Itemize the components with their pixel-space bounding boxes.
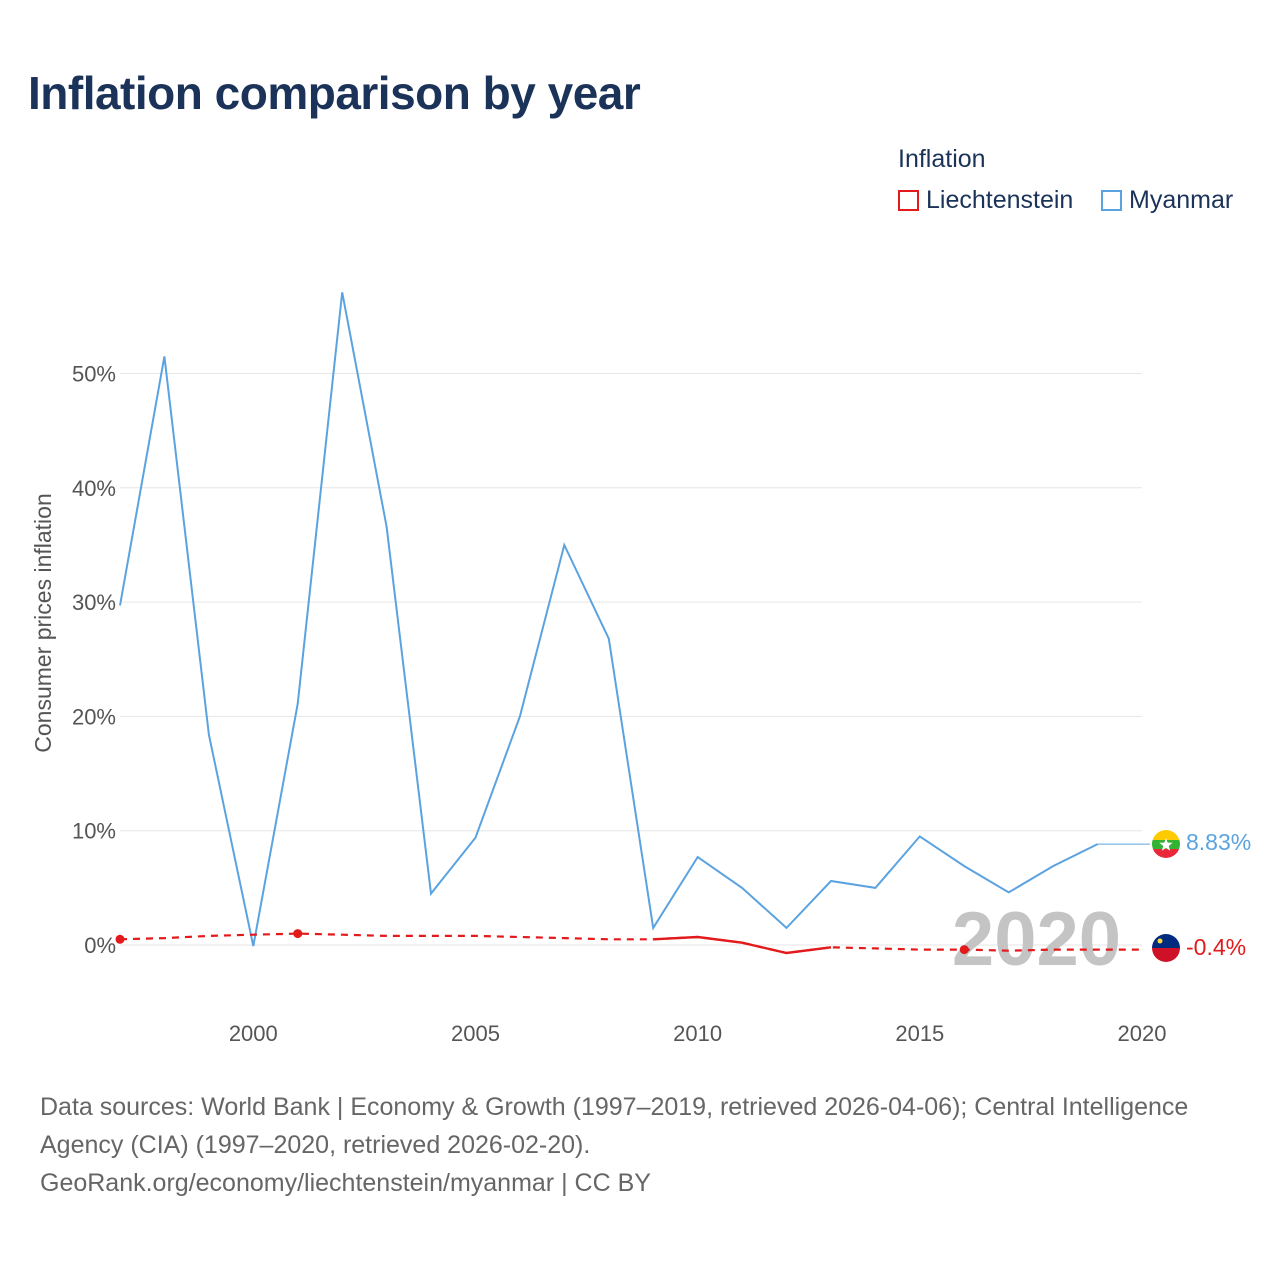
x-axis-ticks: 2000 2005 2010 2015 2020 — [229, 1021, 1167, 1046]
data-point-liechtenstein — [293, 929, 303, 939]
y-tick-label: 30% — [72, 590, 116, 615]
series-line-liechtenstein — [653, 935, 832, 955]
legend-swatch-liechtenstein — [898, 190, 919, 211]
y-axis-ticks: 0% 10% 20% 30% 40% 50% — [72, 362, 116, 959]
series-line-liechtenstein-estimated — [119, 932, 1142, 955]
source-link[interactable]: GeoRank.org/economy/liechtenstein/myanma… — [40, 1169, 651, 1197]
footer: Data sources: World Bank | Economy & Gro… — [40, 1088, 1240, 1202]
line-chart: 0% 10% 20% 30% 40% 50% 2000 2005 2010 2015 2020 C… — [30, 292, 1251, 1046]
x-tick-label: 2010 — [673, 1021, 722, 1046]
legend-label-myanmar: Myanmar — [1129, 186, 1234, 214]
end-label-liechtenstein: -0.4% — [1186, 934, 1246, 960]
legend-title: Inflation — [898, 145, 986, 173]
end-label-myanmar: 8.83% — [1186, 829, 1251, 855]
x-tick-label: 2015 — [895, 1021, 944, 1046]
x-tick-label: 2005 — [451, 1021, 500, 1046]
liechtenstein-flag-icon — [1152, 934, 1180, 962]
series-line-myanmar — [119, 292, 1099, 947]
myanmar-flag-icon — [1152, 830, 1180, 858]
data-point-liechtenstein — [959, 945, 969, 955]
y-tick-label: 20% — [72, 704, 116, 729]
current-year-watermark: 2020 — [952, 897, 1121, 982]
y-tick-label: 40% — [72, 476, 116, 501]
legend-item-myanmar[interactable]: Myanmar — [1101, 186, 1233, 215]
legend-label-liechtenstein: Liechtenstein — [926, 186, 1074, 214]
y-tick-label: 0% — [84, 933, 116, 958]
legend-item-liechtenstein[interactable]: Liechtenstein — [898, 186, 1073, 215]
data-point-liechtenstein — [115, 934, 125, 944]
data-sources: Data sources: World Bank | Economy & Gro… — [40, 1093, 1189, 1159]
series-lines — [115, 292, 1150, 955]
legend-swatch-myanmar — [1101, 190, 1122, 211]
chart-title: Inflation comparison by year — [28, 67, 641, 119]
y-tick-label: 10% — [72, 819, 116, 844]
y-tick-label: 50% — [72, 362, 116, 387]
end-labels: 8.83% -0.4% — [1152, 829, 1251, 962]
gridlines — [120, 373, 1142, 946]
x-tick-label: 2000 — [229, 1021, 278, 1046]
x-tick-label: 2020 — [1118, 1021, 1167, 1046]
y-axis-title: Consumer prices inflation — [30, 493, 56, 753]
